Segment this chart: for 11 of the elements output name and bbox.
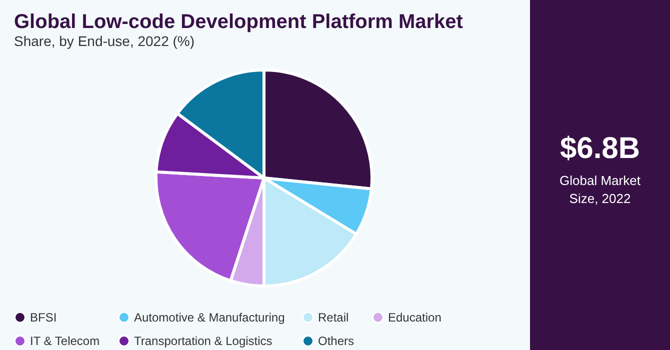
legend-label: Education (388, 310, 442, 324)
legend-label: IT & Telecom (30, 334, 100, 348)
chart-subtitle: Share, by End-use, 2022 (%) (14, 33, 195, 49)
chart-title: Global Low-code Development Platform Market (14, 11, 464, 33)
legend-label: Automotive & Manufacturing (134, 310, 285, 324)
legend-label: Retail (318, 310, 349, 324)
legend-label: Others (318, 334, 354, 348)
text: Global Market Size, 2022 (558, 172, 642, 208)
legend-label: Transportation & Logistics (134, 334, 272, 348)
text: $6.8B (560, 132, 640, 166)
legend-label: BFSI (30, 310, 57, 324)
